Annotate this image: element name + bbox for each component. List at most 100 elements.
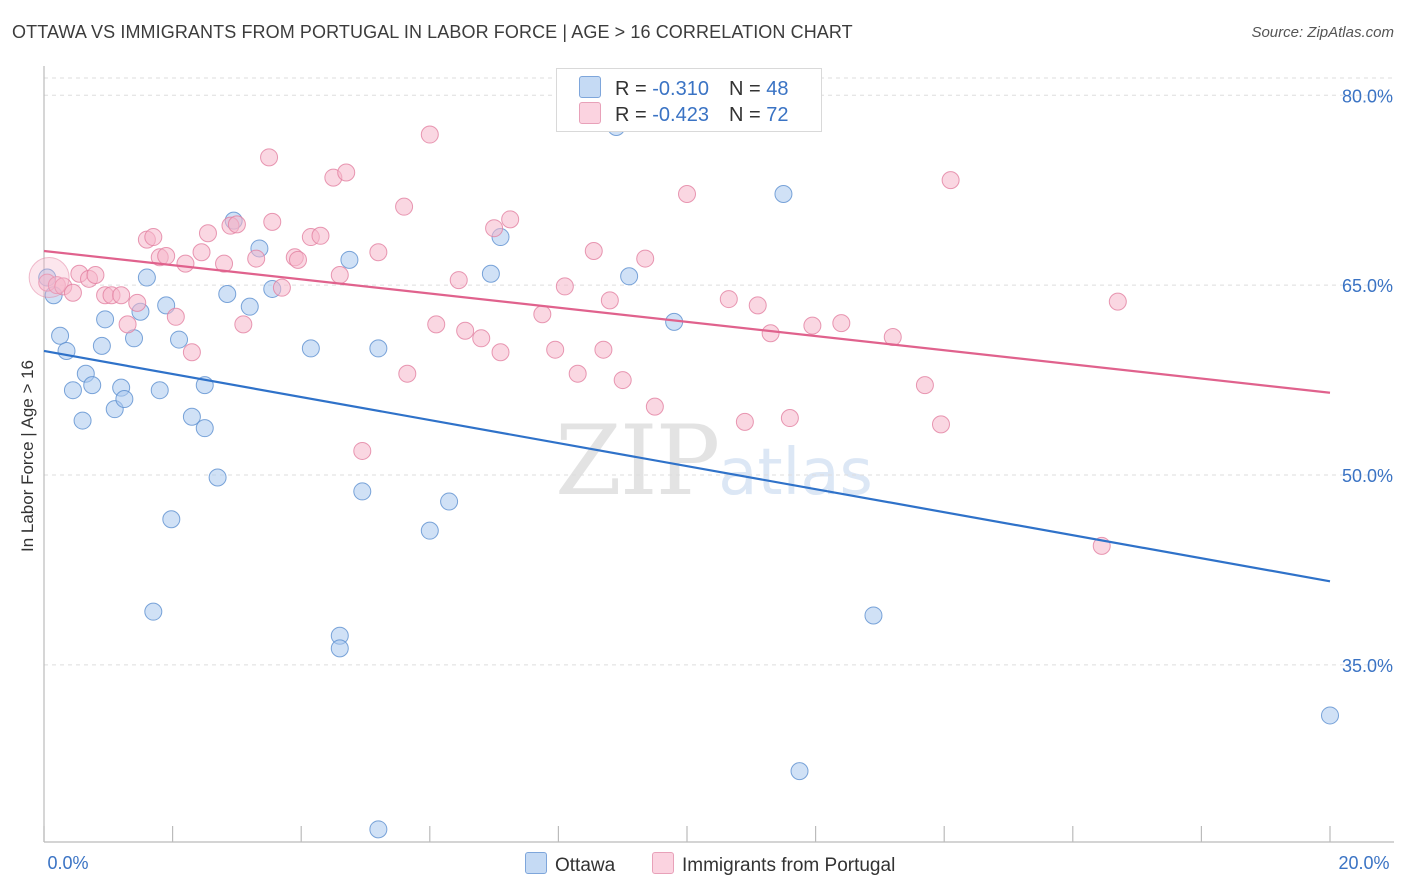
stats-legend-row-ottawa: R = -0.310 N = 48 xyxy=(579,76,788,102)
portugal-point xyxy=(584,241,603,260)
r-value-ottawa: -0.310 xyxy=(652,78,709,100)
stats-legend: R = -0.310 N = 48 R = -0.423 N = 72 xyxy=(556,68,822,132)
portugal-point xyxy=(311,226,330,245)
portugal-point xyxy=(719,290,738,309)
portugal-point xyxy=(1108,292,1127,311)
ottawa-point xyxy=(369,339,388,358)
ottawa-point xyxy=(240,297,259,316)
portugal-point xyxy=(832,314,851,333)
portugal-point xyxy=(395,197,414,216)
portugal-point xyxy=(645,397,664,416)
ottawa-point xyxy=(51,326,70,345)
ottawa-point xyxy=(137,268,156,287)
portugal-point xyxy=(86,266,105,285)
portugal-point xyxy=(485,219,504,238)
r-label: R = xyxy=(615,104,653,126)
ottawa-point xyxy=(182,407,201,426)
portugal-trend-line xyxy=(43,249,1331,394)
portugal-point xyxy=(449,271,468,290)
chart-title: OTTAWA VS IMMIGRANTS FROM PORTUGAL IN LA… xyxy=(12,22,853,42)
ottawa-point xyxy=(162,510,181,529)
portugal-point xyxy=(941,171,960,190)
portugal-point xyxy=(263,212,282,231)
ottawa-point xyxy=(73,411,92,430)
portugal-point xyxy=(491,343,510,362)
portugal-point xyxy=(128,293,147,312)
portugal-point xyxy=(63,283,82,302)
portugal-point xyxy=(398,364,417,383)
stats-legend-row-portugal: R = -0.423 N = 72 xyxy=(579,102,788,128)
portugal-point xyxy=(546,340,565,359)
ottawa-point xyxy=(63,381,82,400)
y-tick-label: 50.0% xyxy=(1342,466,1393,486)
legend-swatch-ottawa xyxy=(579,76,601,98)
legend-swatch-ottawa-bottom xyxy=(525,852,547,874)
ottawa-point xyxy=(440,492,459,511)
ottawa-point xyxy=(620,267,639,286)
watermark: ZIPatlas xyxy=(555,405,873,517)
ottawa-point xyxy=(790,762,809,781)
ottawa-point xyxy=(774,185,793,204)
portugal-point xyxy=(600,291,619,310)
r-value-portugal: -0.423 xyxy=(652,104,709,126)
ottawa-point xyxy=(420,521,439,540)
portugal-point xyxy=(472,329,491,348)
portugal-point xyxy=(247,249,266,268)
ottawa-point xyxy=(369,820,388,839)
x-tick-label: 0.0% xyxy=(47,853,88,873)
ottawa-point xyxy=(218,285,237,304)
portugal-point xyxy=(112,286,131,305)
portugal-point xyxy=(636,249,655,268)
portugal-point xyxy=(748,296,767,315)
portugal-point xyxy=(215,254,234,273)
portugal-point xyxy=(330,266,349,285)
portugal-point xyxy=(420,125,439,144)
y-tick-label: 35.0% xyxy=(1342,656,1393,676)
ottawa-point xyxy=(330,639,349,658)
portugal-point xyxy=(272,278,291,297)
ottawa-point xyxy=(481,264,500,283)
portugal-point xyxy=(594,340,613,359)
ottawa-point xyxy=(144,602,163,621)
ottawa-point xyxy=(96,310,115,329)
ottawa-point xyxy=(150,381,169,400)
legend-swatch-portugal-bottom xyxy=(652,852,674,874)
ottawa-point xyxy=(864,606,883,625)
ottawa-point xyxy=(195,419,214,438)
portugal-point xyxy=(613,371,632,390)
y-tick-label: 65.0% xyxy=(1342,276,1393,296)
y-tick-label: 80.0% xyxy=(1342,86,1393,106)
n-label: N = xyxy=(728,78,767,100)
portugal-point xyxy=(678,185,696,204)
ottawa-point xyxy=(83,376,102,395)
legend-item-ottawa: Ottawa xyxy=(525,852,615,877)
r-label: R = xyxy=(615,78,653,100)
legend-swatch-portugal xyxy=(579,102,601,124)
portugal-point xyxy=(227,215,246,234)
portugal-point xyxy=(501,210,520,229)
portugal-point xyxy=(234,315,253,334)
ottawa-point xyxy=(92,336,111,355)
portugal-point xyxy=(369,243,388,262)
portugal-point xyxy=(192,243,211,262)
ottawa-point xyxy=(115,390,134,409)
portugal-point xyxy=(555,277,574,296)
legend-label-ottawa: Ottawa xyxy=(555,855,616,876)
portugal-point xyxy=(915,376,934,395)
portugal-point xyxy=(166,307,185,326)
portugal-point xyxy=(260,148,279,167)
portugal-point xyxy=(157,247,176,266)
x-tick-label: 20.0% xyxy=(1338,853,1389,873)
portugal-point xyxy=(931,415,950,434)
portugal-point xyxy=(144,228,163,247)
portugal-point xyxy=(337,163,356,182)
ottawa-point xyxy=(340,250,359,269)
portugal-point xyxy=(176,254,195,273)
portugal-point xyxy=(761,324,780,343)
portugal-point xyxy=(568,364,587,383)
ottawa-point xyxy=(208,468,227,487)
y-axis-label: In Labor Force | Age > 16 xyxy=(18,359,37,553)
watermark-zip: ZIP xyxy=(555,405,720,517)
n-value-portugal: 72 xyxy=(766,104,789,126)
